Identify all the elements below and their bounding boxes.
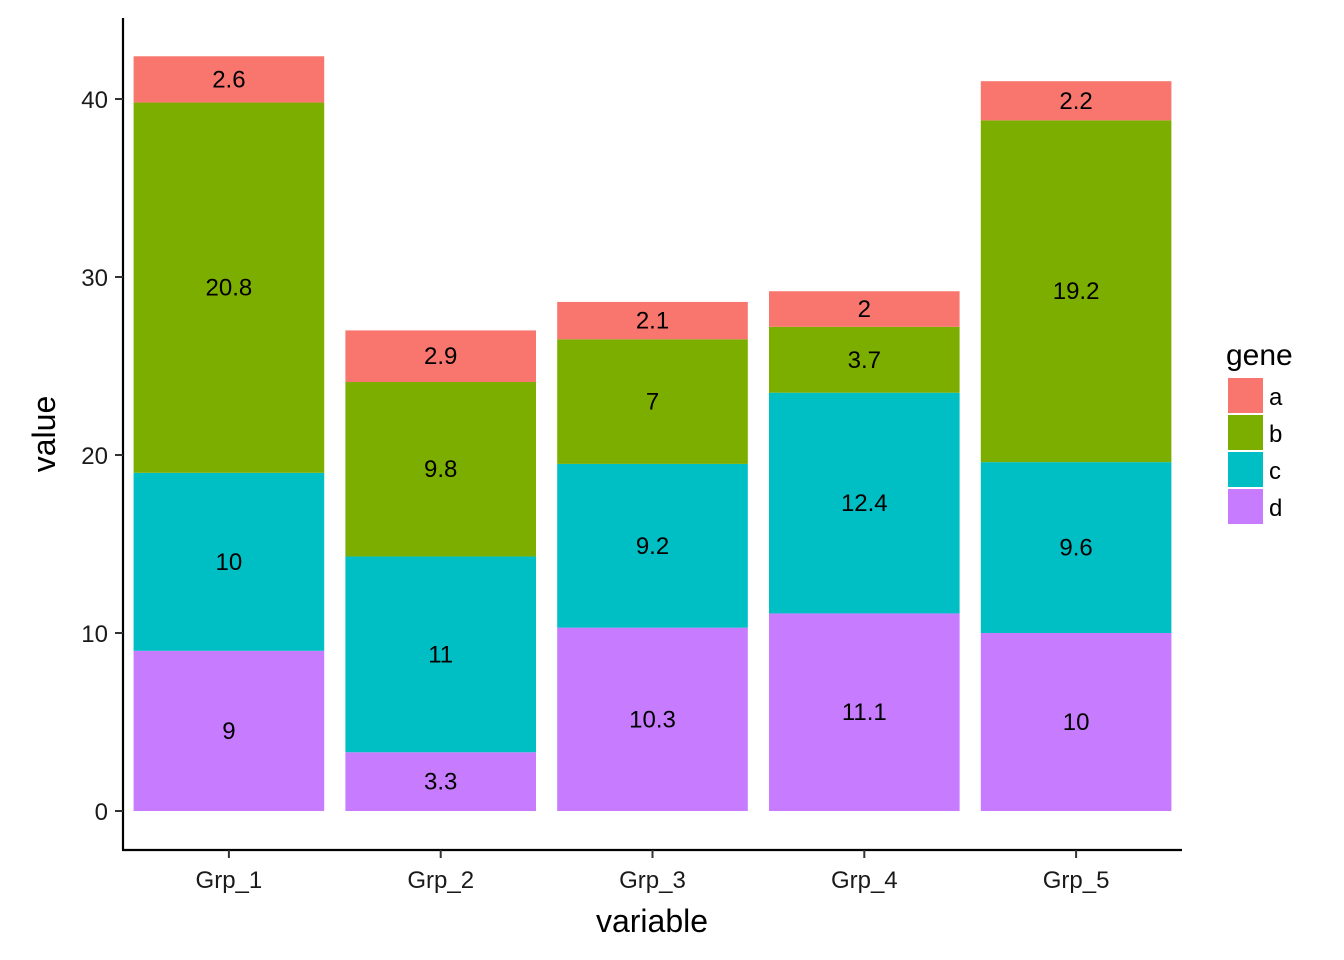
data-label-grp-2-c: 11	[428, 641, 453, 668]
bar-segment-grp-4-c	[768, 392, 960, 614]
data-label-grp-5-b: 19.2	[1053, 278, 1100, 305]
legend-key-a	[1228, 378, 1263, 413]
y-axis-title: value	[26, 396, 62, 473]
y-tick-label: 10	[81, 621, 108, 648]
bar-segment-grp-4-b	[768, 326, 960, 393]
x-axis-ticks: Grp_1 Grp_2 Grp_3 Grp_4 Grp_5	[196, 850, 1110, 894]
y-tick-label: 0	[95, 799, 108, 826]
data-labels-layer: 9 10 20.8 2.6 3.3 11 9.8 2.9 10.3 9.2 7 2.1 11.1 12.4…	[206, 66, 1100, 795]
bar-segment-grp-2-c	[345, 556, 537, 753]
bar-segment-grp-1-d	[133, 650, 325, 811]
bar-segment-grp-2-a	[345, 330, 537, 383]
bar-segment-grp-4-d	[768, 613, 960, 811]
legend-key-d	[1228, 489, 1263, 524]
bar-segment-grp-3-d	[557, 627, 748, 811]
bar-segment-grp-2-d	[345, 752, 537, 811]
data-label-grp-4-a: 2	[858, 296, 871, 323]
bar-segment-grp-3-a	[557, 301, 748, 340]
bars-layer	[133, 56, 1172, 811]
data-label-grp-2-b: 9.8	[424, 456, 457, 483]
data-label-grp-1-d: 9	[222, 718, 235, 745]
x-axis-title: variable	[596, 903, 708, 939]
bar-segment-grp-1-c	[133, 472, 325, 651]
data-label-grp-4-c: 12.4	[841, 490, 888, 517]
data-label-grp-5-a: 2.2	[1059, 88, 1092, 115]
bar-segment-grp-5-d	[980, 633, 1172, 811]
x-tick-label: Grp_3	[619, 867, 686, 894]
data-label-grp-2-a: 2.9	[424, 343, 457, 370]
y-tick-label: 40	[81, 87, 108, 114]
bar-segment-grp-3-b	[557, 339, 748, 464]
y-tick-label: 20	[81, 443, 108, 470]
bar-segment-grp-3-c	[557, 463, 748, 628]
data-label-grp-1-a: 2.6	[212, 66, 245, 93]
legend-title: gene	[1226, 339, 1293, 372]
x-tick-label: Grp_5	[1043, 867, 1110, 894]
data-label-grp-5-d: 10	[1063, 709, 1090, 736]
y-tick-label: 30	[81, 265, 108, 292]
legend-key-c	[1228, 452, 1263, 487]
x-tick-label: Grp_2	[407, 867, 474, 894]
bar-segment-grp-1-b	[133, 102, 325, 473]
bar-segment-grp-1-a	[133, 56, 325, 103]
legend-label-b: b	[1269, 421, 1282, 448]
data-label-grp-2-d: 3.3	[424, 769, 457, 796]
bar-segment-grp-5-a	[980, 81, 1172, 121]
bar-segment-grp-5-b	[980, 120, 1172, 463]
bar-segment-grp-2-b	[345, 382, 537, 557]
bar-segment-grp-4-a	[768, 291, 960, 327]
x-tick-label: Grp_4	[831, 867, 898, 894]
bar-segment-grp-5-c	[980, 462, 1172, 633]
data-label-grp-5-c: 9.6	[1059, 535, 1092, 562]
data-label-grp-4-b: 3.7	[848, 347, 881, 374]
legend-key-b	[1228, 415, 1263, 450]
x-tick-label: Grp_1	[196, 867, 263, 894]
data-label-grp-1-b: 20.8	[206, 275, 253, 302]
legend-label-a: a	[1269, 384, 1283, 411]
data-label-grp-4-d: 11.1	[842, 699, 887, 726]
data-label-grp-3-b: 7	[646, 389, 659, 416]
data-label-grp-3-d: 10.3	[629, 706, 676, 733]
legend-label-c: c	[1269, 458, 1281, 485]
data-label-grp-3-a: 2.1	[636, 308, 669, 335]
y-axis-ticks: 0 10 20 30 40	[81, 87, 123, 826]
data-label-grp-3-c: 9.2	[636, 533, 669, 560]
data-label-grp-1-c: 10	[216, 549, 243, 576]
legend-label-d: d	[1269, 495, 1282, 522]
